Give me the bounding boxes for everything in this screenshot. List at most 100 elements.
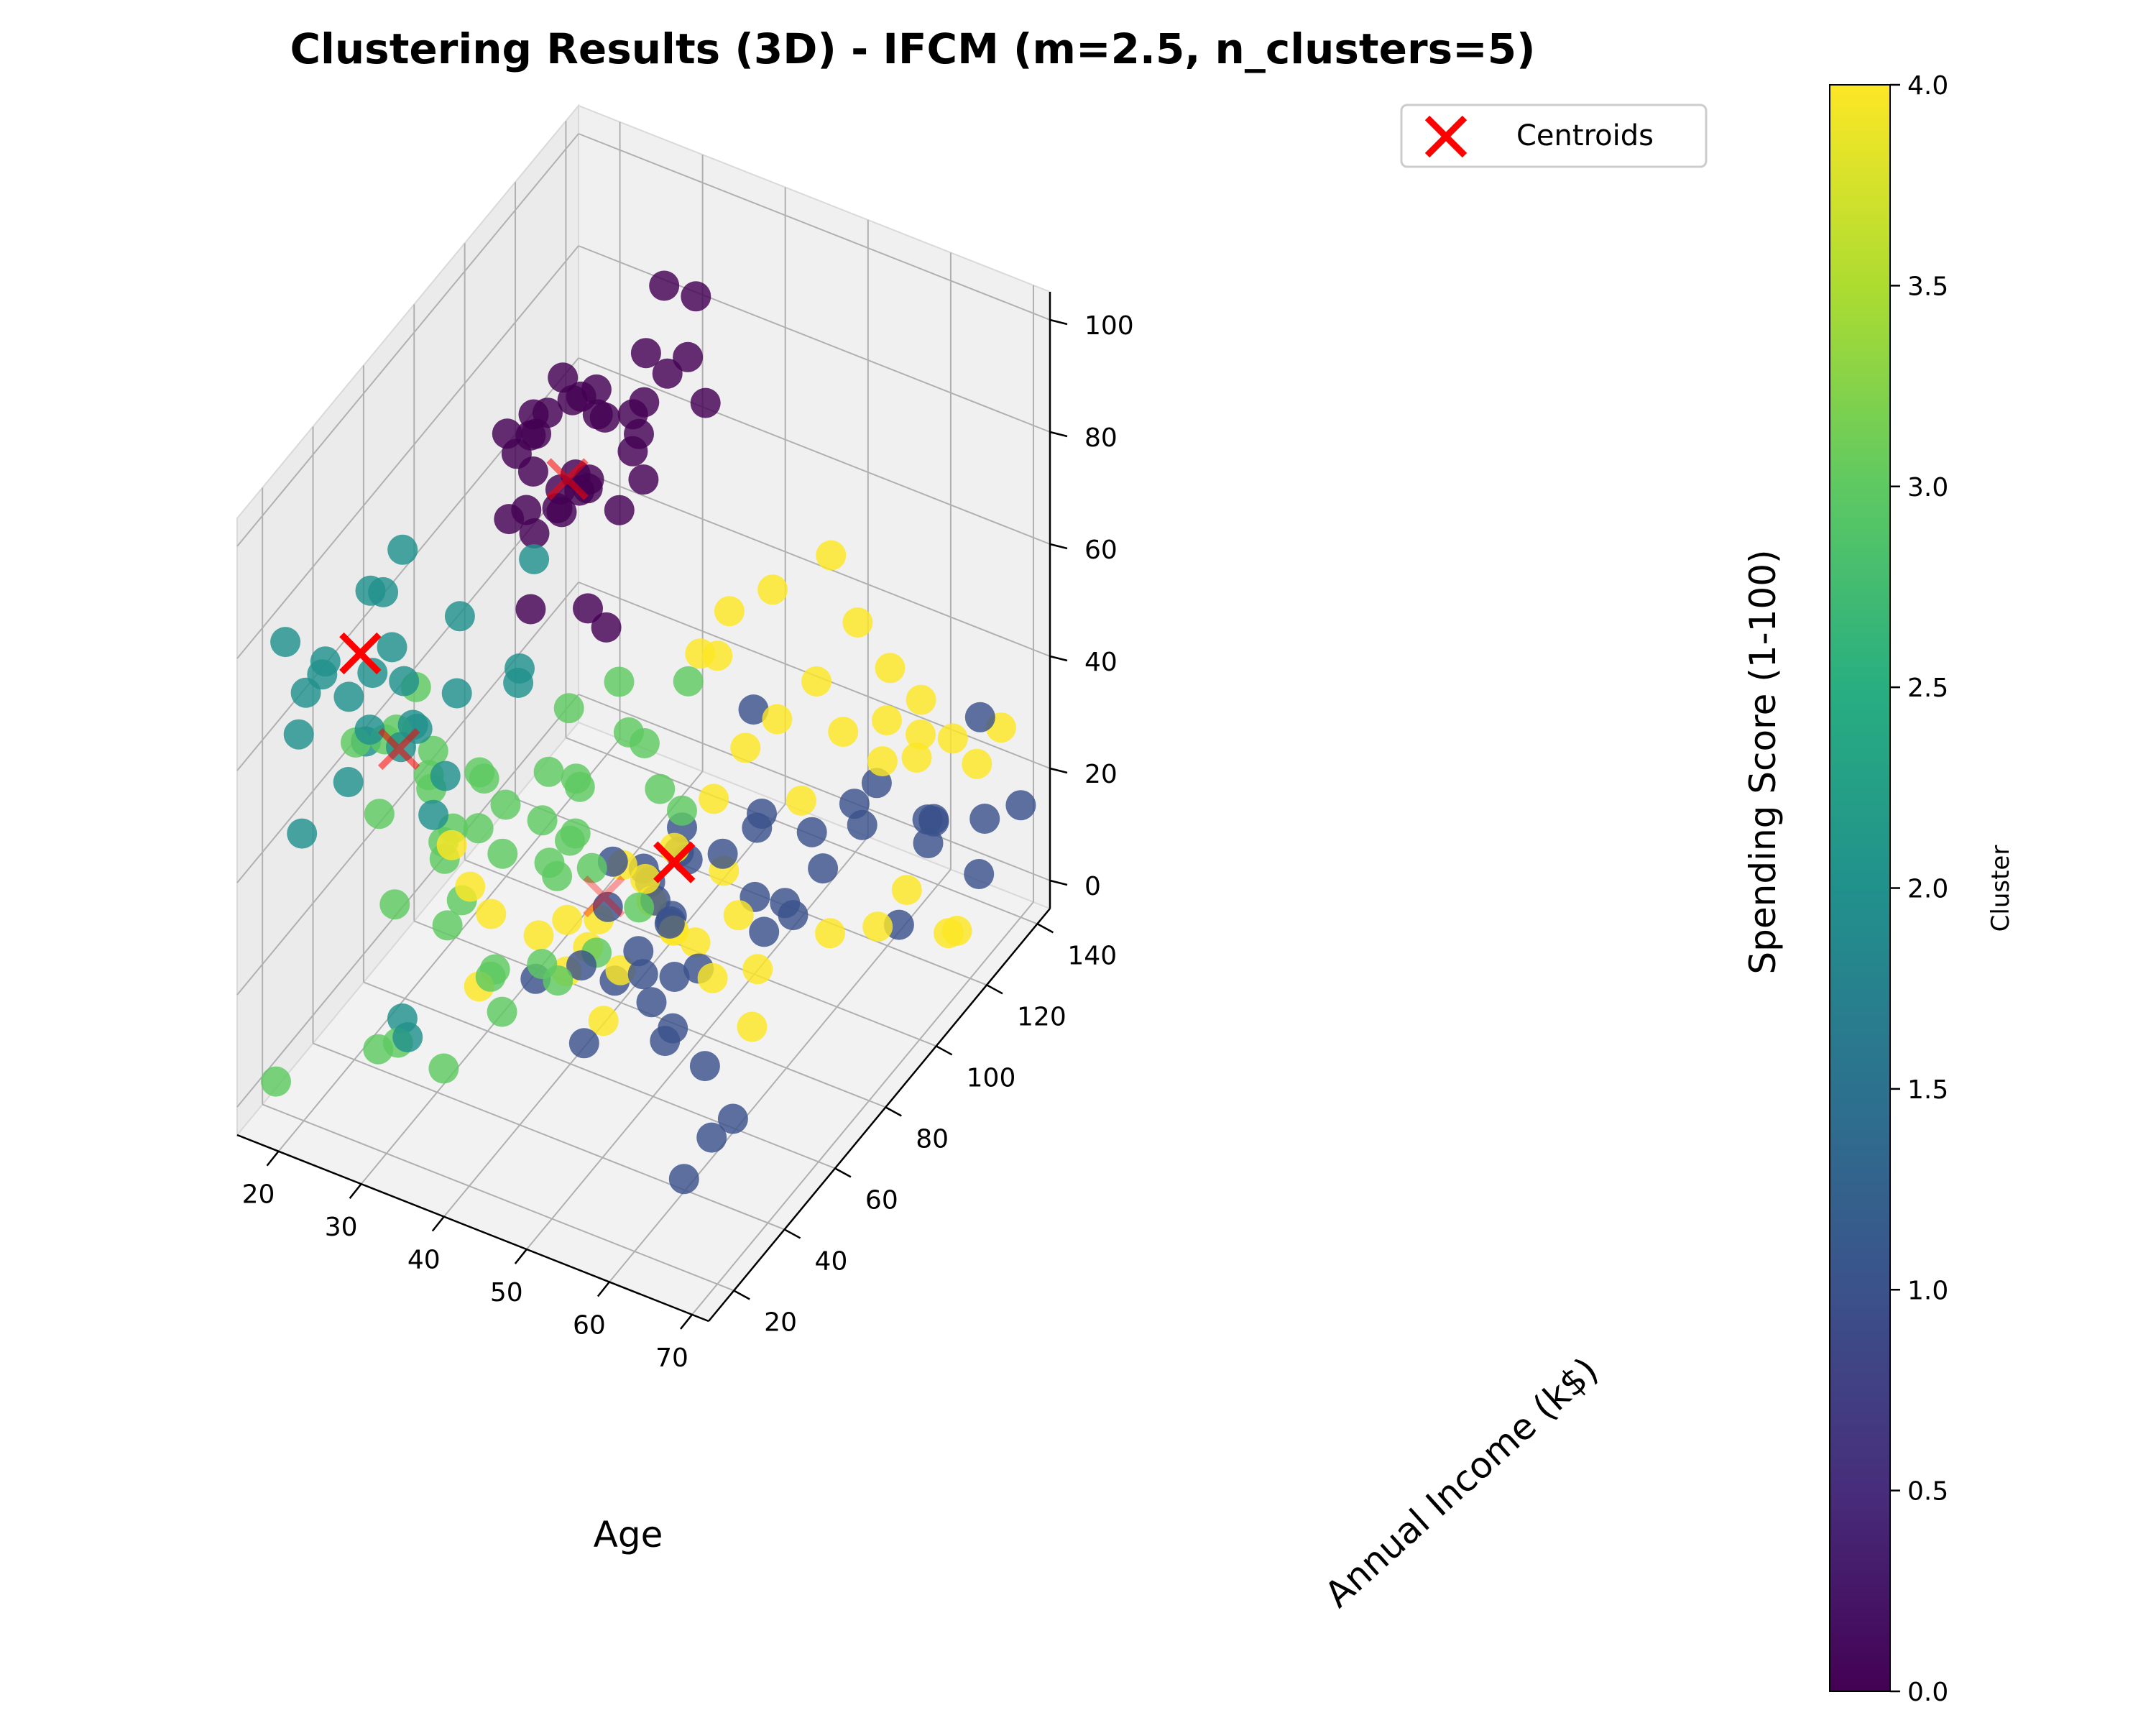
- data-point-cluster-4: [867, 746, 898, 777]
- data-point-cluster-3: [379, 889, 410, 920]
- data-point-cluster-0: [617, 399, 648, 430]
- data-point-cluster-1: [738, 694, 769, 725]
- data-point-cluster-0: [557, 385, 588, 415]
- data-point-cluster-4: [714, 596, 745, 627]
- data-point-cluster-2: [283, 719, 314, 750]
- z-tick-label: 0: [1084, 872, 1101, 901]
- x-tick-label: 50: [490, 1278, 523, 1308]
- data-point-cluster-0: [690, 387, 721, 418]
- colorbar-label: Cluster: [1986, 845, 2015, 932]
- data-point-cluster-3: [534, 847, 565, 878]
- data-point-cluster-2: [290, 677, 321, 708]
- x-tick: [514, 1249, 528, 1264]
- data-point-cluster-1: [689, 1051, 720, 1082]
- data-point-cluster-2: [418, 799, 449, 830]
- grid-line-score: [578, 133, 1051, 321]
- data-point-cluster-2: [392, 1022, 423, 1052]
- legend-centroid-marker: [1424, 115, 1468, 158]
- colorbar-ticks: 0.0 0.5 1.0 1.5 2.0 2.5 3.0 3.5 4.0: [1890, 71, 1948, 1707]
- data-point-cluster-1: [707, 838, 738, 869]
- colorbar-tick-label: 0.5: [1907, 1477, 1948, 1507]
- data-point-cluster-3: [469, 763, 499, 794]
- data-point-cluster-3: [624, 892, 655, 923]
- y-tick: [733, 1290, 750, 1300]
- y-tick-label: 80: [916, 1124, 949, 1154]
- data-point-cluster-4: [815, 918, 845, 949]
- x-tick: [596, 1281, 610, 1297]
- colorbar-tick-label: 2.0: [1907, 875, 1948, 904]
- centroid-marker-3-stroke: [377, 727, 420, 771]
- data-point-cluster-3: [527, 805, 558, 836]
- data-point-cluster-1: [1005, 790, 1036, 821]
- data-point-cluster-1: [659, 962, 690, 992]
- z-tick: [1049, 431, 1068, 438]
- data-point-cluster-4: [436, 829, 467, 860]
- data-point-cluster-4: [786, 785, 816, 816]
- z-tick-label: 40: [1084, 648, 1118, 677]
- y-tick-label: 100: [967, 1063, 1016, 1093]
- x-tick-label: 60: [573, 1310, 606, 1340]
- data-point-cluster-4: [962, 748, 992, 779]
- data-point-cluster-1: [918, 806, 949, 837]
- data-point-cluster-4: [801, 666, 832, 697]
- legend-x-marker: [1424, 115, 1468, 158]
- data-point-cluster-3: [533, 756, 564, 787]
- data-point-cluster-2: [389, 666, 420, 697]
- tick-labels: 20 30 40 50 60 70 20 40 60 80 100 120 140 0 20 40 60 80 10…: [242, 311, 1134, 1373]
- data-point-cluster-4: [941, 916, 972, 946]
- data-point-cluster-3: [487, 838, 518, 869]
- data-point-cluster-0: [573, 464, 604, 495]
- data-point-cluster-4: [742, 954, 773, 985]
- centroid-marker-1-stroke: [653, 841, 696, 883]
- y-axis-label: Annual Income (k$): [1317, 1349, 1606, 1616]
- data-point-cluster-3: [553, 693, 584, 724]
- data-point-cluster-1: [668, 1164, 699, 1195]
- data-point-cluster-4: [862, 911, 893, 942]
- data-point-cluster-3: [527, 949, 558, 980]
- grid-line-score: [578, 694, 1051, 881]
- data-point-cluster-2: [357, 658, 388, 689]
- data-point-cluster-4: [937, 723, 968, 754]
- centroid-marker-0-stroke: [546, 458, 589, 500]
- data-point-cluster-3: [475, 961, 506, 992]
- data-point-cluster-1: [592, 891, 623, 922]
- chart-title: Clustering Results (3D) - IFCM (m=2.5, n…: [290, 24, 1535, 73]
- centroid-marker-1: [653, 841, 696, 883]
- data-point-cluster-3: [418, 735, 448, 766]
- x-tick-label: 30: [325, 1213, 358, 1242]
- data-point-cluster-1: [654, 908, 685, 939]
- data-point-cluster-3: [555, 825, 585, 856]
- data-point-cluster-2: [444, 601, 475, 632]
- data-point-cluster-4: [476, 899, 507, 929]
- data-point-cluster-1: [749, 916, 780, 947]
- data-point-cluster-3: [364, 799, 395, 829]
- data-point-cluster-4: [730, 732, 761, 763]
- data-point-cluster-4: [872, 705, 902, 736]
- data-point-cluster-2: [355, 575, 386, 606]
- data-point-cluster-0: [533, 397, 563, 428]
- centroid-marker-4-stroke: [583, 875, 625, 918]
- data-point-cluster-3: [463, 813, 494, 844]
- legend: Centroids: [1400, 104, 1708, 168]
- colorbar-tick-label: 2.5: [1907, 674, 1948, 703]
- data-point-cluster-2: [310, 646, 341, 677]
- data-point-cluster-4: [723, 900, 754, 931]
- data-point-cluster-1: [696, 1122, 727, 1153]
- grid-line-score: [578, 469, 1051, 657]
- legend-label: Centroids: [1516, 119, 1654, 152]
- axis-lines: [236, 292, 1051, 1323]
- data-point-cluster-0: [681, 281, 711, 312]
- data-point-cluster-2: [270, 627, 301, 658]
- data-point-cluster-3: [261, 1066, 291, 1097]
- data-point-cluster-1: [742, 812, 773, 843]
- z-tick: [1049, 543, 1068, 550]
- z-tick-label: 80: [1084, 423, 1118, 453]
- centroid-marker-0: [546, 458, 589, 500]
- data-point-cluster-4: [875, 653, 906, 684]
- legend-x-marker-stroke: [1424, 115, 1468, 158]
- data-point-cluster-4: [891, 875, 922, 906]
- data-points: [261, 270, 1036, 1195]
- data-point-cluster-4: [552, 904, 583, 935]
- data-point-cluster-0: [589, 402, 620, 433]
- grid-line-age: [526, 836, 869, 1250]
